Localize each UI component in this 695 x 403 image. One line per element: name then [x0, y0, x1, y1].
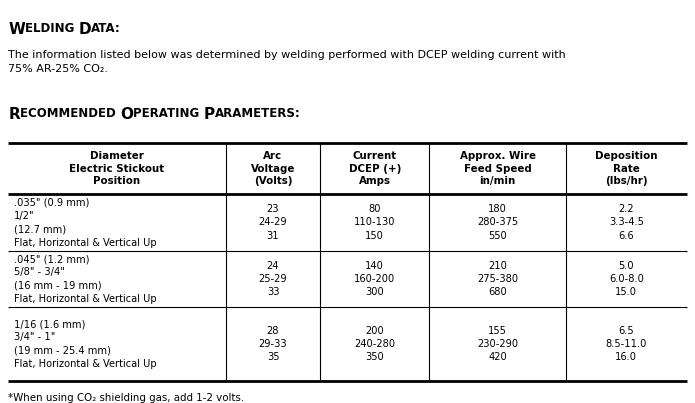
- Text: 80
110-130
150: 80 110-130 150: [354, 204, 395, 241]
- Text: 2.2
3.3-4.5
6.6: 2.2 3.3-4.5 6.6: [609, 204, 644, 241]
- Text: 140
160-200
300: 140 160-200 300: [354, 261, 395, 297]
- Text: Approx. Wire
Feed Speed
in/min: Approx. Wire Feed Speed in/min: [459, 151, 536, 186]
- Text: .045" (1.2 mm)
5/8" - 3/4"
(16 mm - 19 mm)
Flat, Horizontal & Vertical Up: .045" (1.2 mm) 5/8" - 3/4" (16 mm - 19 m…: [14, 254, 156, 304]
- Text: Diameter
Electric Stickout
Position: Diameter Electric Stickout Position: [70, 151, 165, 186]
- Text: *When using CO₂ shielding gas, add 1-2 volts.: *When using CO₂ shielding gas, add 1-2 v…: [8, 393, 245, 403]
- Text: Current
DCEP (+)
Amps: Current DCEP (+) Amps: [349, 151, 401, 186]
- Text: 155
230-290
420: 155 230-290 420: [477, 326, 518, 362]
- Text: R: R: [8, 107, 20, 122]
- Text: 1/16 (1.6 mm)
3/4" - 1"
(19 mm - 25.4 mm)
Flat, Horizontal & Vertical Up: 1/16 (1.6 mm) 3/4" - 1" (19 mm - 25.4 mm…: [14, 319, 156, 369]
- Text: ECOMMENDED: ECOMMENDED: [20, 107, 120, 120]
- Text: O: O: [120, 107, 133, 122]
- Text: 28
29-33
35: 28 29-33 35: [259, 326, 287, 362]
- Text: D: D: [79, 22, 91, 37]
- Text: 180
280-375
550: 180 280-375 550: [477, 204, 518, 241]
- Text: .035" (0.9 mm)
1/2"
(12.7 mm)
Flat, Horizontal & Vertical Up: .035" (0.9 mm) 1/2" (12.7 mm) Flat, Hori…: [14, 197, 156, 247]
- Text: W: W: [8, 22, 25, 37]
- Text: 200
240-280
350: 200 240-280 350: [354, 326, 395, 362]
- Text: 6.5
8.5-11.0
16.0: 6.5 8.5-11.0 16.0: [605, 326, 647, 362]
- Text: PERATING: PERATING: [133, 107, 204, 120]
- Text: P: P: [204, 107, 215, 122]
- Text: 23
24-29
31: 23 24-29 31: [259, 204, 287, 241]
- Text: Arc
Voltage
(Volts): Arc Voltage (Volts): [251, 151, 295, 186]
- Text: 210
275-380
680: 210 275-380 680: [477, 261, 518, 297]
- Text: Deposition
Rate
(lbs/hr): Deposition Rate (lbs/hr): [595, 151, 657, 186]
- Text: 5.0
6.0-8.0
15.0: 5.0 6.0-8.0 15.0: [609, 261, 644, 297]
- Text: The information listed below was determined by welding performed with DCEP weldi: The information listed below was determi…: [8, 50, 566, 74]
- Text: ARAMETERS:: ARAMETERS:: [215, 107, 300, 120]
- Text: ATA:: ATA:: [91, 22, 121, 35]
- Text: 24
25-29
33: 24 25-29 33: [259, 261, 287, 297]
- Text: ELDING: ELDING: [25, 22, 79, 35]
